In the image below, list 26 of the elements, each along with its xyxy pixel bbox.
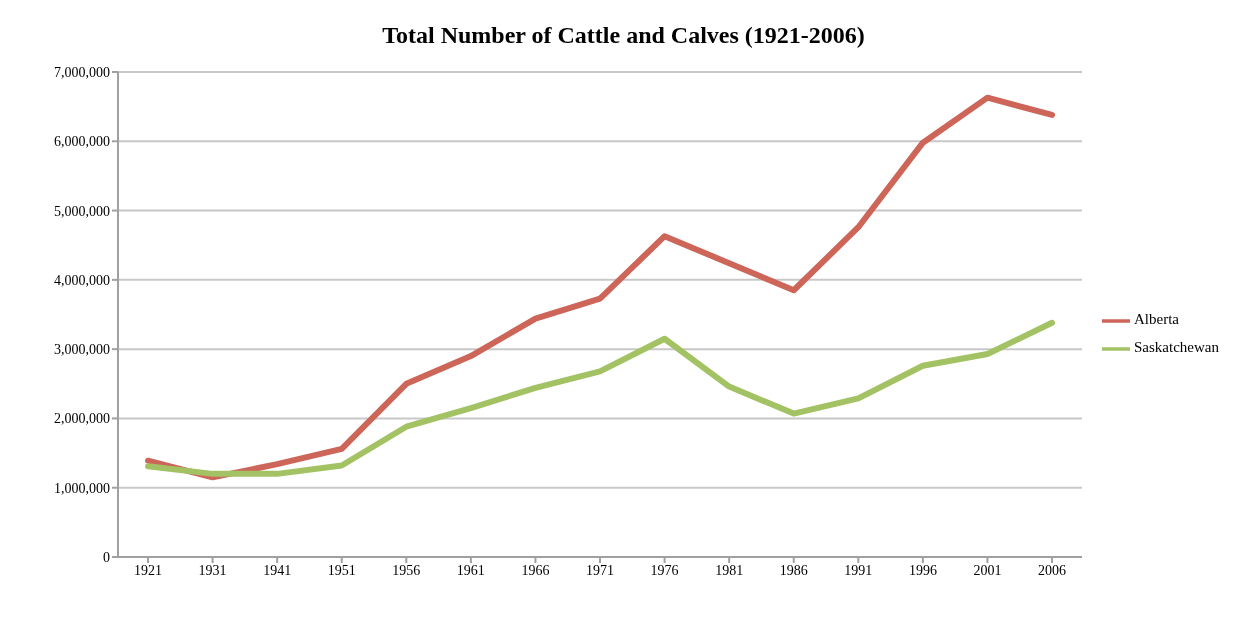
y-tick-label: 2,000,000	[54, 411, 110, 427]
x-tick-label: 1991	[844, 562, 873, 578]
x-tick-label: 1961	[456, 562, 485, 578]
x-tick-label: 1921	[134, 562, 162, 578]
x-tick-label: 1981	[715, 562, 744, 578]
x-tick-label: 2006	[1038, 562, 1067, 578]
y-tick-label: 7,000,000	[54, 64, 110, 80]
y-tick-label: 6,000,000	[54, 134, 110, 150]
y-tick-label: 4,000,000	[54, 272, 110, 288]
x-tick-label: 1951	[327, 562, 356, 578]
x-tick-label: 1966	[521, 562, 550, 578]
y-tick-label: 5,000,000	[54, 203, 110, 219]
x-tick-label: 1931	[198, 562, 227, 578]
x-tick-label: 2001	[973, 562, 1002, 578]
legend-label: Alberta	[1134, 310, 1180, 327]
x-tick-label: 1971	[586, 562, 615, 578]
x-tick-label: 1996	[908, 562, 937, 578]
chart-title: Total Number of Cattle and Calves (1921-2006)	[381, 22, 866, 50]
legend-label: Saskatchewan	[1134, 338, 1219, 355]
x-tick-label: 1976	[650, 562, 679, 578]
x-tick-label: 1986	[779, 562, 808, 578]
x-tick-label: 1941	[263, 562, 292, 578]
y-tick-label: 0	[103, 549, 110, 565]
x-tick-label: 1956	[392, 562, 421, 578]
y-tick-label: 3,000,000	[54, 342, 110, 358]
y-tick-label: 1,000,000	[54, 480, 110, 496]
